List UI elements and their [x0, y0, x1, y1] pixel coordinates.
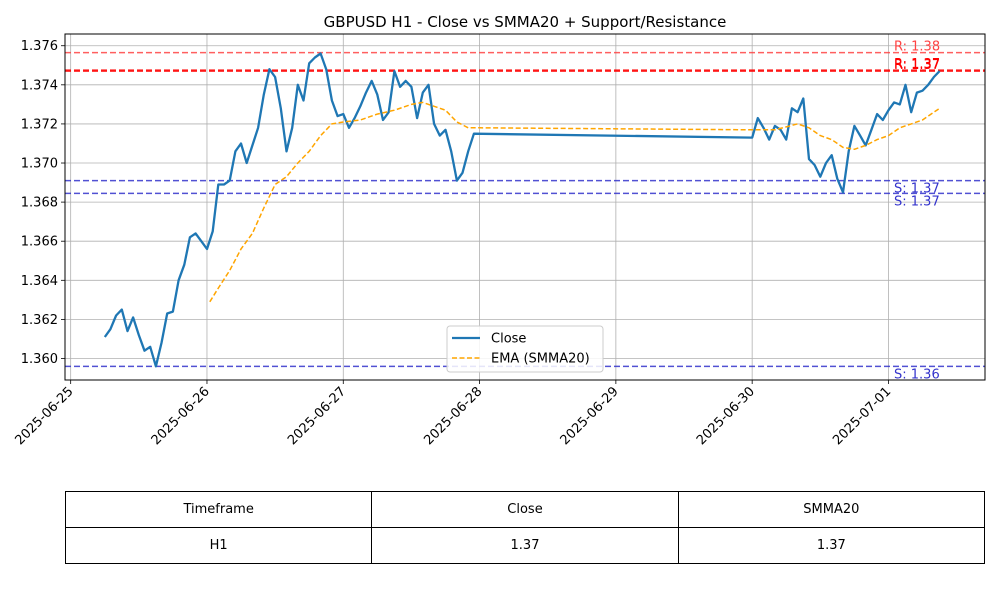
y-tick-label: 1.370	[21, 157, 58, 172]
table-cell-smma20: 1.37	[677, 527, 986, 564]
support-label: S: 1.37	[894, 182, 940, 197]
table-header-smma20: SMMA20	[677, 491, 986, 528]
table-row: H1 1.37 1.37	[64, 527, 986, 564]
y-tick-label: 1.366	[21, 235, 58, 250]
series-lines	[103, 52, 941, 368]
y-tick-label: 1.374	[21, 78, 58, 93]
grid	[65, 34, 985, 380]
stats-table: Timeframe Close SMMA20 H1 1.37 1.37	[64, 491, 986, 564]
y-tick-label: 1.376	[21, 39, 58, 54]
y-tick-label: 1.368	[21, 196, 58, 211]
x-tick-label: 2025-06-30	[694, 384, 758, 448]
legend-label-close: Close	[491, 332, 526, 347]
x-tick-label: 2025-06-25	[12, 384, 76, 448]
close-series-line	[103, 52, 941, 368]
legend-label-smma20: EMA (SMMA20)	[491, 352, 590, 367]
y-tick-label: 1.364	[21, 274, 58, 289]
x-tick-label: 2025-06-27	[285, 384, 349, 448]
chart-title: GBPUSD H1 - Close vs SMMA20 + Support/Re…	[324, 13, 727, 31]
table-cell-close: 1.37	[371, 527, 679, 564]
x-tick-label: 2025-06-29	[558, 384, 622, 448]
support-label: S: 1.36	[894, 367, 940, 382]
resistance-label: R: 1.37	[894, 58, 940, 73]
y-tick-label: 1.362	[21, 313, 58, 328]
plot-frame	[64, 33, 986, 381]
level-labels: R: 1.38R: 1.37R: 1.37S: 1.37S: 1.37S: 1.…	[894, 40, 940, 383]
y-tick-label: 1.372	[21, 117, 58, 132]
x-tick-label: 2025-06-28	[421, 384, 485, 448]
x-tick-label: 2025-07-01	[830, 384, 894, 448]
x-tick-label: 2025-06-26	[149, 384, 213, 448]
resistance-label: R: 1.37	[894, 57, 940, 72]
price-chart: GBPUSD H1 - Close vs SMMA20 + Support/Re…	[12, 13, 986, 448]
table-cell-timeframe: H1	[64, 527, 373, 564]
y-tick-label: 1.360	[21, 352, 58, 367]
support-label: S: 1.37	[894, 194, 940, 209]
legend: Close EMA (SMMA20)	[446, 325, 604, 373]
table-header-close: Close	[371, 491, 679, 528]
table-header-row: Timeframe Close SMMA20	[64, 491, 986, 528]
axis-ticks: 1.360 1.362 1.364 1.366 1.368 1.370 1.372 1.374…	[12, 39, 894, 448]
legend-box	[446, 325, 604, 373]
resistance-label: R: 1.38	[894, 40, 940, 55]
smma20-series-line	[209, 101, 941, 303]
table-header-timeframe: Timeframe	[64, 491, 373, 528]
